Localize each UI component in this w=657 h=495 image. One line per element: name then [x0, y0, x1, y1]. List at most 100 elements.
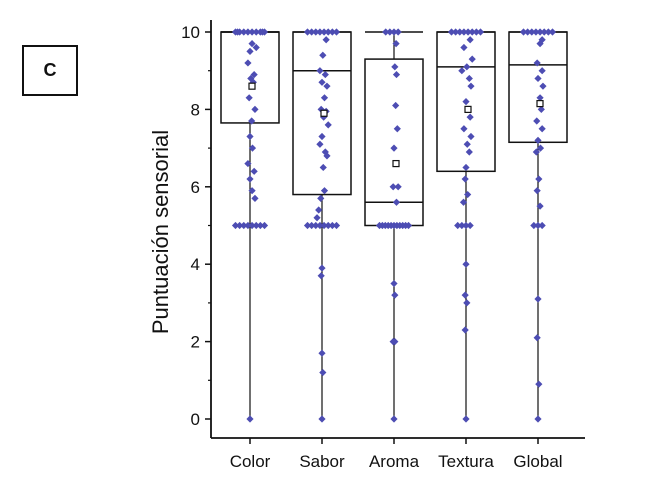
point-color-3	[244, 28, 252, 36]
point-textura-19	[467, 132, 475, 141]
point-sabor-38	[318, 349, 326, 357]
point-textura-29	[466, 221, 474, 230]
point-textura-11	[463, 63, 471, 71]
point-sabor-15	[317, 105, 325, 113]
point-color-8	[233, 28, 242, 36]
point-textura-28	[462, 221, 470, 230]
point-sabor-22	[323, 152, 331, 160]
point-sabor-24	[320, 187, 329, 195]
y-tick-label-10: 10	[181, 23, 200, 42]
point-textura-21	[465, 148, 473, 156]
point-sabor-40	[318, 415, 326, 423]
point-color-33	[256, 221, 264, 230]
point-global-10	[533, 59, 541, 67]
point-color-18	[251, 105, 259, 113]
panel-label-box: C	[22, 45, 78, 96]
point-aroma-24	[404, 221, 413, 230]
point-textura-5	[468, 28, 476, 36]
point-sabor-2	[312, 28, 320, 36]
mean-marker-global	[536, 99, 544, 108]
point-textura-8	[466, 36, 474, 44]
y-tick-label-0: 0	[191, 410, 200, 429]
point-aroma-9	[390, 144, 398, 152]
mean-marker-textura	[464, 105, 472, 114]
point-aroma-26	[391, 291, 399, 299]
point-aroma-7	[392, 101, 400, 110]
point-sabor-26	[315, 206, 323, 214]
y-tick-label-4: 4	[191, 255, 200, 274]
point-sabor-6	[328, 28, 336, 36]
point-global-1	[524, 28, 532, 36]
point-textura-14	[467, 82, 475, 90]
point-textura-34	[462, 415, 470, 423]
point-global-15	[537, 105, 545, 113]
x-tick-label-textura: Textura	[438, 452, 494, 471]
point-textura-18	[460, 125, 468, 133]
point-textura-20	[463, 140, 471, 148]
data-points	[231, 28, 557, 423]
point-color-35	[246, 415, 254, 423]
point-sabor-13	[323, 82, 331, 90]
point-color-9	[258, 28, 267, 36]
point-global-29	[535, 380, 543, 388]
point-global-11	[538, 67, 546, 75]
mean-marker-color	[248, 82, 256, 90]
point-global-12	[534, 74, 542, 83]
point-color-23	[250, 167, 258, 175]
point-color-34	[260, 221, 269, 230]
point-sabor-37	[317, 272, 325, 280]
point-global-28	[533, 334, 541, 342]
point-color-30	[244, 221, 252, 230]
point-global-16	[533, 117, 541, 125]
point-textura-17	[466, 113, 474, 121]
point-aroma-2	[390, 28, 398, 36]
point-color-29	[240, 221, 248, 230]
point-color-20	[246, 132, 254, 141]
point-textura-3	[460, 28, 468, 36]
y-tick-label-8: 8	[191, 100, 200, 119]
x-tick-label-aroma: Aroma	[369, 452, 420, 471]
point-sabor-5	[324, 28, 332, 36]
box-aroma	[364, 58, 424, 227]
point-color-13	[244, 59, 252, 67]
point-color-2	[240, 28, 248, 36]
point-global-8	[538, 36, 546, 44]
point-sabor-3	[316, 28, 324, 36]
point-global-25	[534, 221, 542, 230]
chart-axes: 0 2 4 6 8 10 Color Sabor Aroma Textura Global	[181, 20, 585, 471]
y-tick-label-6: 6	[191, 178, 200, 197]
point-textura-12	[458, 67, 466, 75]
point-textura-30	[462, 260, 470, 268]
point-sabor-31	[316, 221, 324, 230]
point-aroma-5	[391, 63, 399, 71]
point-global-7	[548, 28, 557, 36]
point-textura-27	[458, 221, 466, 230]
point-color-5	[252, 28, 260, 36]
point-color-25	[248, 187, 256, 195]
point-aroma-13	[392, 198, 401, 206]
point-textura-33	[461, 326, 469, 334]
point-global-9	[536, 40, 544, 48]
point-aroma-6	[392, 70, 401, 79]
point-aroma-28	[391, 338, 399, 346]
point-global-0	[519, 28, 528, 36]
point-global-20	[532, 148, 540, 156]
point-global-24	[530, 221, 538, 230]
point-global-14	[536, 94, 544, 102]
point-textura-13	[465, 74, 473, 83]
point-global-5	[540, 28, 548, 36]
point-textura-9	[460, 43, 468, 52]
point-textura-22	[462, 163, 470, 172]
point-color-27	[231, 221, 240, 230]
point-sabor-32	[320, 221, 328, 230]
point-global-2	[528, 28, 536, 36]
point-sabor-27	[313, 214, 321, 222]
point-color-21	[248, 144, 257, 152]
point-aroma-8	[393, 125, 401, 133]
point-color-4	[248, 28, 256, 36]
point-color-22	[244, 159, 252, 168]
point-sabor-1	[308, 28, 316, 36]
point-color-10	[248, 40, 256, 48]
x-tick-label-sabor: Sabor	[299, 452, 345, 471]
point-global-18	[534, 136, 542, 144]
